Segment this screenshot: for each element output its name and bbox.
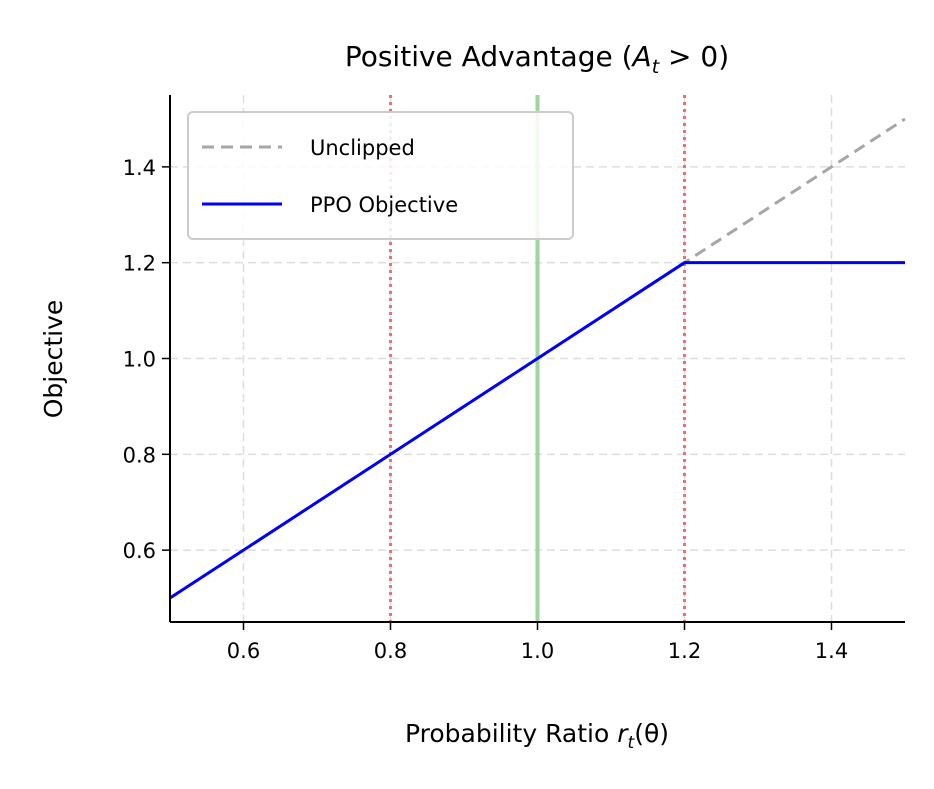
legend: Unclipped PPO Objective bbox=[187, 111, 574, 240]
legend-label-ppo-objective: PPO Objective bbox=[310, 193, 458, 217]
y-tick-label: 1.2 bbox=[123, 252, 156, 276]
y-tick-label: 1.4 bbox=[123, 156, 156, 180]
chart-title: Positive Advantage (At > 0) bbox=[345, 40, 729, 78]
y-tick-label: 1.0 bbox=[123, 348, 156, 372]
x-tick-label: 1.2 bbox=[668, 639, 701, 663]
x-tick-label: 0.8 bbox=[374, 639, 407, 663]
legend-label-unclipped: Unclipped bbox=[310, 136, 415, 160]
x-tick-label: 1.0 bbox=[521, 639, 554, 663]
y-tick-label: 0.8 bbox=[123, 443, 156, 467]
y-tick-label: 0.6 bbox=[123, 539, 156, 563]
y-axis-label: Objective bbox=[39, 300, 68, 419]
x-tick-label: 0.6 bbox=[227, 639, 260, 663]
series-lines bbox=[169, 117, 906, 600]
series-line-ppo-objective bbox=[169, 261, 905, 600]
x-axis-label: Probability Ratio rt(θ) bbox=[405, 719, 669, 753]
legend-box bbox=[187, 111, 574, 240]
y-ticks: 0.6 0.8 1.0 1.2 1.4 bbox=[123, 156, 170, 563]
x-tick-label: 1.4 bbox=[815, 639, 848, 663]
x-ticks: 0.6 0.8 1.0 1.2 1.4 bbox=[227, 622, 848, 663]
